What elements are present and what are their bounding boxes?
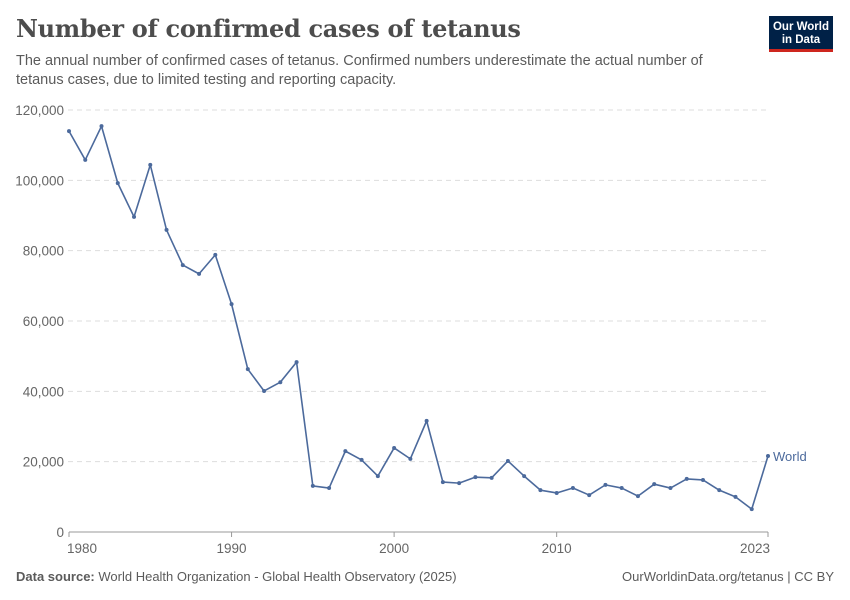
data-point [375,474,380,479]
data-point [473,475,478,480]
data-point [717,488,722,493]
data-point [554,490,559,495]
data-point [213,252,218,257]
data-point [766,454,770,459]
x-tick-label: 1980 [67,541,97,556]
data-point [424,418,429,423]
data-point [180,263,185,268]
data-point [392,445,397,450]
y-tick-label: 80,000 [23,244,64,259]
data-point [457,481,462,486]
y-tick-label: 40,000 [23,384,64,399]
chart-subtitle: The annual number of confirmed cases of … [16,53,703,88]
x-tick-label: 2010 [542,541,572,556]
data-point [603,482,608,487]
data-point [408,456,413,461]
data-point [684,476,689,481]
data-point [310,483,315,488]
data-point [489,475,494,480]
data-point [505,458,510,463]
data-point [83,157,88,162]
data-point [635,494,640,499]
data-point [164,227,169,232]
data-point [733,494,738,499]
data-point [148,162,153,167]
data-point [99,124,104,129]
series-label: World [773,449,807,464]
chart-title: Number of confirmed cases of tetanus [16,14,521,43]
data-point [359,457,364,462]
data-point [570,486,575,491]
data-point [522,474,527,479]
y-tick-label: 20,000 [23,455,64,470]
data-point [294,360,299,365]
x-tick-label: 1990 [217,541,247,556]
y-tick-label: 0 [56,525,64,540]
data-source: Data source: World Health Organization -… [16,569,457,584]
owid-logo[interactable]: Our World in Data [769,16,833,52]
data-point [440,480,445,485]
data-point [115,181,120,186]
y-tick-label: 100,000 [15,173,64,188]
data-point [749,507,754,512]
data-point [700,477,705,482]
data-point [229,302,234,307]
data-point [538,488,543,493]
source-text: World Health Organization - Global Healt… [98,569,457,584]
data-point [327,486,332,491]
series-line-world [68,125,769,510]
x-tick-label: 2000 [379,541,409,556]
data-point [587,493,592,498]
data-point [619,486,624,491]
y-tick-label: 60,000 [23,314,64,329]
data-point [278,380,283,385]
y-tick-label: 120,000 [15,103,64,118]
data-point [668,486,673,491]
x-tick-label: 2023 [740,541,770,556]
data-point [132,214,137,219]
data-point [262,388,267,393]
footer-link[interactable]: OurWorldinData.org/tetanus | CC BY [622,569,834,584]
data-point [197,271,202,276]
data-point [245,367,250,372]
data-point [343,449,348,454]
source-label: Data source: [16,569,95,584]
data-point [67,129,71,134]
data-point [652,482,657,487]
